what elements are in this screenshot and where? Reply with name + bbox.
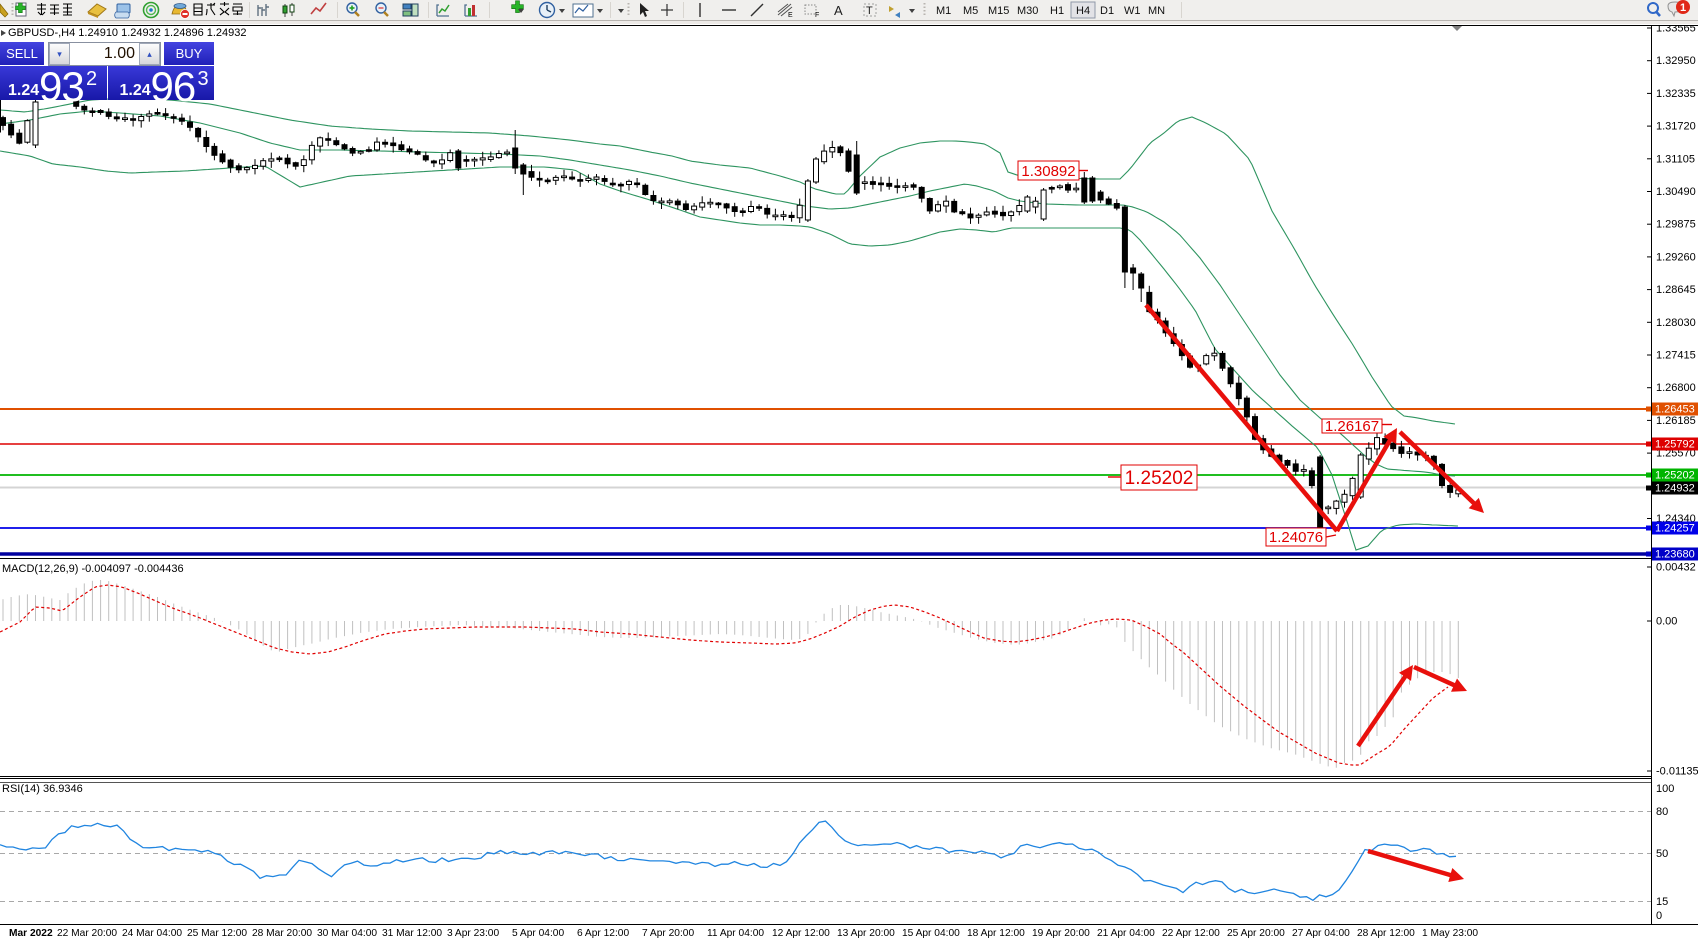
svg-text:1: 1 (1680, 2, 1686, 14)
svg-text:19 Apr 20:00: 19 Apr 20:00 (1032, 928, 1090, 939)
svg-text:1.29875: 1.29875 (1656, 219, 1696, 231)
svg-text:M1: M1 (936, 5, 951, 17)
svg-text:7 Apr 20:00: 7 Apr 20:00 (642, 928, 694, 939)
svg-text:3 Apr 23:00: 3 Apr 23:00 (447, 928, 499, 939)
svg-text:E: E (788, 12, 793, 19)
svg-text:1.26800: 1.26800 (1656, 382, 1696, 394)
svg-text:1.24932: 1.24932 (1655, 483, 1695, 495)
svg-text:21 Apr 04:00: 21 Apr 04:00 (1097, 928, 1155, 939)
svg-text:15: 15 (1656, 896, 1668, 908)
svg-text:F: F (815, 12, 819, 19)
svg-text:1.25202: 1.25202 (1125, 468, 1194, 489)
svg-text:25 Apr 20:00: 25 Apr 20:00 (1227, 928, 1285, 939)
svg-text:5 Apr 04:00: 5 Apr 04:00 (512, 928, 564, 939)
svg-text:1.25792: 1.25792 (1655, 439, 1695, 451)
svg-text:M30: M30 (1017, 5, 1038, 17)
svg-text:1.32335: 1.32335 (1656, 88, 1696, 100)
svg-text:27 Apr 04:00: 27 Apr 04:00 (1292, 928, 1350, 939)
svg-text:Mar 2022: Mar 2022 (9, 928, 53, 939)
svg-text:T: T (866, 5, 873, 17)
svg-text:M5: M5 (963, 5, 978, 17)
svg-text:1.24076: 1.24076 (1269, 529, 1323, 546)
svg-text:11 Apr 04:00: 11 Apr 04:00 (707, 928, 764, 939)
svg-text:1.26167: 1.26167 (1325, 418, 1379, 435)
svg-text:25 Mar 12:00: 25 Mar 12:00 (187, 928, 247, 939)
svg-text:1.32950: 1.32950 (1656, 55, 1696, 67)
svg-text:1.30892: 1.30892 (1021, 163, 1075, 180)
svg-text:1.28645: 1.28645 (1656, 284, 1696, 296)
svg-text:1.24257: 1.24257 (1655, 523, 1695, 535)
svg-text:1.31105: 1.31105 (1656, 153, 1695, 165)
svg-text:15 Apr 04:00: 15 Apr 04:00 (902, 928, 960, 939)
svg-text:1 May 23:00: 1 May 23:00 (1422, 928, 1478, 939)
svg-text:1.26453: 1.26453 (1655, 404, 1695, 416)
svg-text:1.23680: 1.23680 (1655, 549, 1695, 561)
svg-text:1.25202: 1.25202 (1655, 470, 1695, 482)
svg-text:D1: D1 (1100, 5, 1114, 17)
svg-text:H1: H1 (1050, 5, 1064, 17)
svg-text:-0.01135: -0.01135 (1656, 766, 1698, 778)
svg-text:24 Mar 04:00: 24 Mar 04:00 (122, 928, 182, 939)
svg-text:30 Mar 04:00: 30 Mar 04:00 (317, 928, 377, 939)
svg-text:1.28030: 1.28030 (1656, 317, 1696, 329)
svg-text:22 Mar 20:00: 22 Mar 20:00 (57, 928, 117, 939)
svg-text:1.25570: 1.25570 (1656, 448, 1696, 460)
svg-text:1.29260: 1.29260 (1656, 251, 1696, 263)
svg-text:0.00432: 0.00432 (1656, 562, 1696, 574)
svg-text:12 Apr 12:00: 12 Apr 12:00 (772, 928, 830, 939)
svg-text:W1: W1 (1124, 5, 1141, 17)
svg-text:H4: H4 (1076, 5, 1090, 17)
svg-text:22 Apr 12:00: 22 Apr 12:00 (1162, 928, 1220, 939)
svg-text:MACD(12,26,9) -0.004097 -0.004: MACD(12,26,9) -0.004097 -0.004436 (2, 563, 184, 575)
svg-text:18 Apr 12:00: 18 Apr 12:00 (967, 928, 1025, 939)
svg-text:100: 100 (1656, 783, 1674, 795)
svg-text:A: A (834, 3, 843, 18)
svg-text:13 Apr 20:00: 13 Apr 20:00 (837, 928, 895, 939)
svg-text:1.30490: 1.30490 (1656, 186, 1696, 198)
svg-text:MN: MN (1148, 5, 1165, 17)
svg-text:28 Apr 12:00: 28 Apr 12:00 (1357, 928, 1415, 939)
svg-text:1.31720: 1.31720 (1656, 121, 1696, 133)
svg-text:50: 50 (1656, 848, 1668, 860)
svg-text:1.27415: 1.27415 (1656, 350, 1696, 362)
svg-text:1.26185: 1.26185 (1656, 415, 1696, 427)
svg-text:31 Mar 12:00: 31 Mar 12:00 (382, 928, 442, 939)
svg-text:RSI(14) 36.9346: RSI(14) 36.9346 (2, 783, 83, 795)
svg-text:80: 80 (1656, 806, 1668, 818)
svg-text:1.33565: 1.33565 (1656, 23, 1696, 35)
svg-text:28 Mar 20:00: 28 Mar 20:00 (252, 928, 312, 939)
svg-text:0.00: 0.00 (1656, 616, 1677, 628)
svg-text:0: 0 (1656, 910, 1662, 922)
svg-text:6 Apr 12:00: 6 Apr 12:00 (577, 928, 629, 939)
svg-text:M15: M15 (988, 5, 1009, 17)
